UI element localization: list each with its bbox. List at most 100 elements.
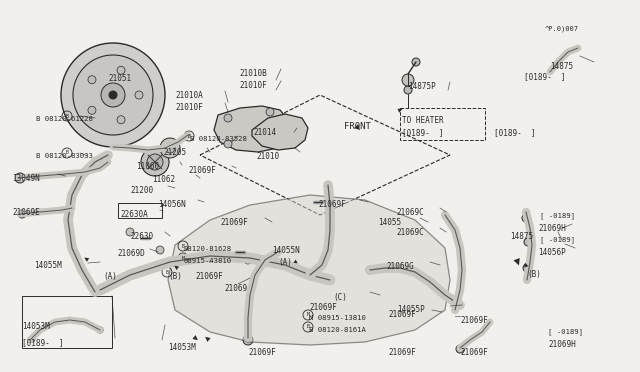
Circle shape [141,148,169,176]
Circle shape [523,264,531,272]
Text: B: B [188,134,191,138]
Circle shape [412,58,420,66]
Circle shape [224,114,232,122]
Text: 21014: 21014 [253,128,276,137]
Text: 21069H: 21069H [548,340,576,349]
Text: M 08915-13810: M 08915-13810 [309,315,366,321]
Text: 21069H: 21069H [538,224,566,233]
Polygon shape [252,114,308,150]
Text: FRONT: FRONT [344,122,371,131]
Circle shape [18,210,26,218]
Text: (B): (B) [168,272,182,281]
Text: B 08120-83528: B 08120-83528 [190,136,247,142]
Circle shape [109,91,117,99]
Circle shape [522,214,530,222]
Text: 21069F: 21069F [188,166,216,175]
Text: [0189-  ]: [0189- ] [524,72,566,81]
Circle shape [117,116,125,124]
Text: 21069F: 21069F [318,200,346,209]
Polygon shape [214,106,290,152]
Text: 21069C: 21069C [396,208,424,217]
Text: 14056N: 14056N [158,200,186,209]
Bar [400,108,485,140]
Circle shape [97,327,103,333]
Text: (C): (C) [333,293,347,302]
Circle shape [156,246,164,254]
Circle shape [278,134,286,142]
Circle shape [244,256,252,264]
Text: (A): (A) [278,258,292,267]
Bar [22,296,112,348]
Text: 21069D: 21069D [117,249,145,258]
Circle shape [135,91,143,99]
Text: [0189-  ]: [0189- ] [494,128,536,137]
Text: 14056P: 14056P [538,248,566,257]
Text: [ -0189]: [ -0189] [540,212,575,219]
Text: 21010F: 21010F [239,81,267,90]
Text: 08120-81628: 08120-81628 [184,246,232,252]
Circle shape [29,336,35,342]
Text: 11060: 11060 [136,162,159,171]
Circle shape [243,335,253,345]
Text: ^P.0)007: ^P.0)007 [545,25,579,32]
Text: B: B [307,324,309,330]
Text: 21069F: 21069F [248,348,276,357]
Text: 14053M: 14053M [168,343,196,352]
Text: 08915-43810: 08915-43810 [184,258,232,264]
Text: M: M [307,312,309,317]
Circle shape [101,83,125,107]
Text: 21069G: 21069G [386,262,413,271]
Text: B: B [65,151,68,155]
Text: 21069F: 21069F [460,348,488,357]
Text: 14055P: 14055P [397,305,425,314]
Text: TO HEATER: TO HEATER [402,116,444,125]
Text: 22630: 22630 [130,232,153,241]
Circle shape [402,74,414,86]
Circle shape [456,345,464,353]
Circle shape [326,276,334,284]
Text: [0189-  ]: [0189- ] [22,338,63,347]
Circle shape [160,138,180,158]
Circle shape [246,338,250,342]
Bar [118,203,162,218]
Circle shape [73,55,153,135]
Text: 21205: 21205 [163,148,186,157]
Text: 14055M: 14055M [34,261,61,270]
Text: [0189-  ]: [0189- ] [402,128,444,137]
Text: 14875P: 14875P [408,82,436,91]
Circle shape [61,43,165,147]
Text: 21069C: 21069C [396,228,424,237]
Circle shape [524,238,532,246]
Text: 21069F: 21069F [388,310,416,319]
Text: 11062: 11062 [152,175,175,184]
Circle shape [165,143,175,153]
Text: 14053M: 14053M [22,322,50,331]
Text: 14875: 14875 [510,232,533,241]
Text: 14055: 14055 [378,218,401,227]
Text: 21069F: 21069F [388,348,416,357]
Text: 21051: 21051 [108,74,131,83]
Circle shape [88,106,96,114]
Text: B 08120-83033: B 08120-83033 [36,153,93,159]
Text: 13049N: 13049N [12,174,40,183]
Text: B 08120-8161A: B 08120-8161A [309,327,366,333]
Text: 21069E: 21069E [12,208,40,217]
Text: (B): (B) [527,270,541,279]
Text: B: B [182,244,184,248]
Circle shape [147,154,163,170]
Text: 21010F: 21010F [175,103,203,112]
Text: B: B [166,269,168,275]
Text: 22630A: 22630A [120,210,148,219]
Text: 21200: 21200 [130,186,153,195]
Circle shape [266,108,274,116]
Text: 21069F: 21069F [220,218,248,227]
Circle shape [88,76,96,84]
Circle shape [224,140,232,148]
Circle shape [278,261,286,269]
Text: (A): (A) [103,272,117,281]
Circle shape [126,228,134,236]
Circle shape [404,86,412,94]
Text: 21010B: 21010B [239,69,267,78]
Text: 21069: 21069 [224,284,247,293]
Text: 21069F: 21069F [309,303,337,312]
